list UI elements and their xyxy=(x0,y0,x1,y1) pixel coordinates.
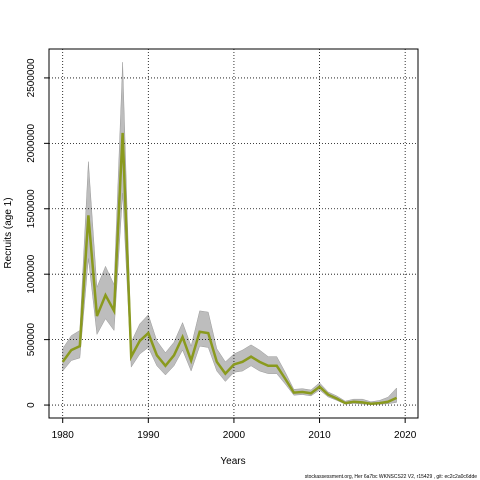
line xyxy=(61,132,398,405)
y-tick-label: 1500000 xyxy=(26,189,37,228)
y-tick-label: 2500000 xyxy=(26,58,37,97)
x-tick-label: 1990 xyxy=(137,430,160,441)
y-tick-label: 0 xyxy=(26,402,37,408)
x-axis-label: Years xyxy=(220,456,245,467)
footer: stockassessment.org, Her 6a7bc WKNSCS22 … xyxy=(305,474,478,480)
confidence-band xyxy=(62,62,397,405)
y-tick-label: 1000000 xyxy=(26,254,37,293)
plot-frame xyxy=(48,48,419,419)
x-tick-label: 2020 xyxy=(394,430,417,441)
y-axis-label: Recruits (age 1) xyxy=(3,197,14,268)
x-tick-label: 1980 xyxy=(52,430,75,441)
y-tick-label: 2000000 xyxy=(26,123,37,162)
x-tick-label: 2000 xyxy=(223,430,246,441)
x-tick-label: 2010 xyxy=(308,430,331,441)
y-tick-label: 500000 xyxy=(26,323,37,357)
